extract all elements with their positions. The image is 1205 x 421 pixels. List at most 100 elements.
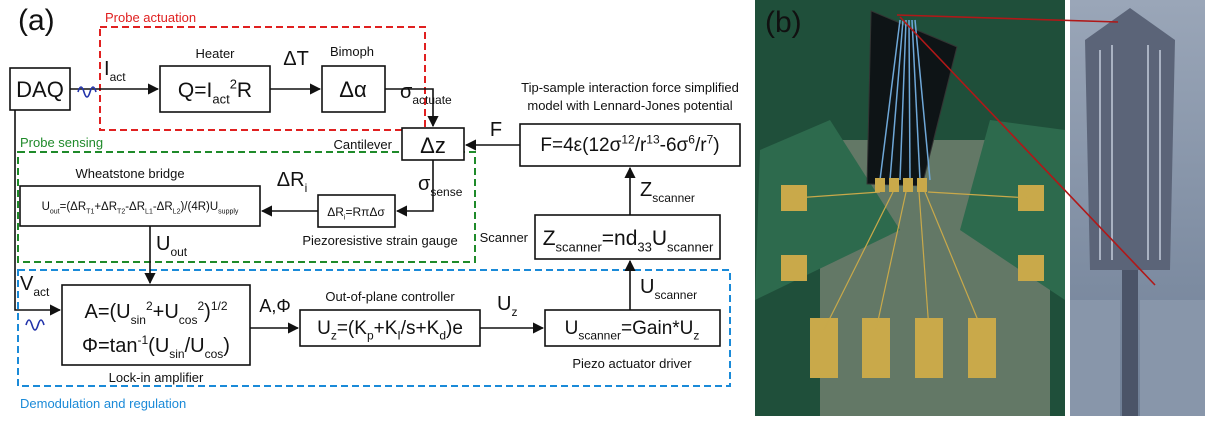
signal-label-part: σ: [418, 173, 431, 195]
equation-part: =nd: [602, 227, 638, 250]
equation-part: sin: [169, 347, 184, 361]
equation-part: +U: [153, 301, 179, 323]
signal-label: F: [490, 119, 502, 141]
equation-part: cos: [205, 347, 224, 361]
equation-part: /r: [695, 135, 707, 156]
equation-part: 1/2: [211, 299, 228, 313]
equation-part: Φ=tan: [82, 335, 137, 357]
block-label: model with Lennard-Jones potential: [527, 98, 732, 113]
signal-label: Zscanner: [640, 179, 695, 205]
signal-label-part: V: [20, 273, 34, 295]
equation-part: Q=I: [178, 79, 212, 102]
photo-probe-board: [755, 0, 1065, 416]
region-label: Demodulation and regulation: [20, 396, 186, 411]
equation-part: (U: [148, 335, 169, 357]
signal-label-part: scanner: [652, 191, 695, 205]
equation-part: )/(4R)U: [180, 201, 218, 213]
equation-part: ): [223, 335, 230, 357]
equation-part: U: [42, 201, 50, 213]
equation-part: +ΔR: [94, 201, 117, 213]
signal-label-part: sense: [430, 185, 462, 199]
equation-part: -ΔR: [125, 201, 145, 213]
equation-part: U: [317, 318, 331, 339]
equation-part: =(ΔR: [60, 201, 87, 213]
equation-part: ): [713, 135, 719, 156]
figure: (a) (b) Probe actuation Probe sensing Demodu…: [0, 0, 1205, 416]
equation: Δz: [420, 133, 446, 158]
signal-label-part: ΔR: [277, 169, 305, 191]
signal-label: σsense: [418, 173, 463, 199]
equation-part: R: [237, 79, 252, 102]
equation-part: scanner: [667, 239, 714, 254]
equation-part: cos: [179, 313, 198, 327]
signal-label-part: actuate: [412, 93, 452, 107]
region-label: Probe actuation: [105, 10, 196, 25]
equation: A=(Usin2+Ucos2)1/2: [84, 299, 227, 327]
equation-part: /s+K: [401, 318, 440, 339]
equation-part: =Gain*U: [621, 318, 693, 339]
block-label: Wheatstone bridge: [75, 166, 184, 181]
block-label: Piezo actuator driver: [572, 356, 692, 371]
equation-part: 13: [646, 132, 660, 146]
signal-label: Uz: [497, 293, 517, 319]
equation-part: 2: [230, 77, 237, 92]
equation-part: 33: [637, 239, 651, 254]
equation-part: L1: [145, 208, 153, 215]
signal-label: ΔRi: [277, 169, 307, 195]
equation-part: act: [212, 91, 230, 106]
photo-probe-tip: [1070, 0, 1205, 416]
block-label: Cantilever: [333, 137, 392, 152]
equation-part: d: [439, 329, 446, 343]
equation-part: /U: [185, 335, 205, 357]
equation-part: scanner: [556, 239, 603, 254]
equation-part: z: [693, 329, 699, 343]
equation-part: +K: [374, 318, 398, 339]
equation-part: /r: [635, 135, 647, 156]
equation-part: )e: [446, 318, 463, 339]
equation-part: =(K: [337, 318, 367, 339]
panel-label: (b): [765, 6, 802, 39]
block-label: Out-of-plane controller: [325, 289, 455, 304]
signal-label: σactuate: [400, 81, 452, 107]
equation-part: T1: [86, 208, 94, 215]
block-label: Bimoph: [330, 44, 374, 59]
signal-label: A,Φ: [259, 296, 290, 316]
signal-label-part: z: [511, 305, 517, 319]
signal-label: Iact: [104, 58, 126, 84]
equation-part: -6σ: [660, 135, 689, 156]
equation-part: sin: [131, 313, 146, 327]
block-label: Lock-in amplifier: [109, 370, 204, 385]
signal-label-part: act: [33, 285, 50, 299]
signal-label-part: σ: [400, 81, 413, 103]
equation-part: -ΔR: [153, 201, 173, 213]
equation-part: 12: [621, 132, 635, 146]
wave-icon: [26, 320, 44, 330]
equation-part: ΔR: [327, 205, 344, 219]
equation-part: out: [50, 208, 60, 215]
block-label: Scanner: [480, 230, 529, 245]
equation-part: U: [565, 318, 579, 339]
equation-part: scanner: [578, 329, 621, 343]
signal-label-part: scanner: [654, 288, 697, 302]
block-label: Heater: [195, 46, 235, 61]
equation-part: =RπΔσ: [345, 205, 385, 219]
block-label: Tip-sample interaction force simplified: [521, 80, 739, 95]
signal-label-part: out: [170, 245, 187, 259]
daq: DAQ: [16, 77, 64, 102]
signal-label: Uout: [156, 233, 188, 259]
signal-label-part: i: [305, 181, 308, 195]
panel-label: (a): [18, 4, 55, 37]
equation-part: F=4ε(12σ: [540, 135, 621, 156]
signal-label-part: U: [640, 276, 654, 298]
equation-part: A=(U: [84, 301, 130, 323]
signal-label: Vact: [20, 273, 50, 299]
equation-part: T2: [117, 208, 125, 215]
equation-part: -1: [137, 333, 148, 347]
signal-label: Uscanner: [640, 276, 697, 302]
region-label: Probe sensing: [20, 135, 103, 150]
signal-label: ΔT: [283, 48, 309, 70]
equation: Δα: [339, 77, 367, 102]
block-label: Piezoresistive strain gauge: [302, 233, 457, 248]
equation-part: Z: [543, 227, 556, 250]
equation-part: supply: [218, 208, 239, 215]
